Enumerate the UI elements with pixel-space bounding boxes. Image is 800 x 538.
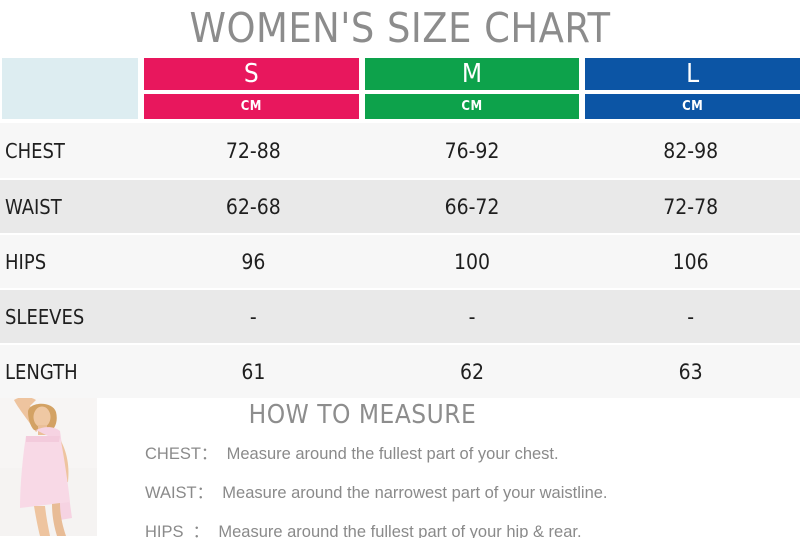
cell-hips-m: 100 [453,249,491,274]
size-column-m: M CM [364,58,580,119]
table-row-sleeves: SLEEVES - - - [0,288,800,343]
table-row-hips: HIPS 96 100 106 [0,233,800,288]
size-label-m: M [364,58,580,90]
how-to-line-chest: CHEST： Measure around the fullest part o… [145,440,605,464]
how-to-measure-block: HOW TO MEASURE CHEST： Measure around the… [145,398,608,538]
how-to-label-chest: CHEST： [145,445,218,463]
cell-length-l: 63 [678,359,703,384]
cell-chest-l: 82-98 [663,138,719,163]
table-row-waist: WAIST 62-68 66-72 72-78 [0,178,800,233]
header-corner-cell [2,58,138,119]
how-to-text-waist: Measure around the narrowest part of you… [213,484,608,502]
model-photo-illustration [0,397,97,536]
size-column-l: L CM [585,58,800,119]
cell-sleeves-m: - [468,304,476,329]
size-column-s: S CM [144,58,359,119]
size-chart-body: CHEST 72-88 76-92 82-98 WAIST 62-68 66-7… [0,123,800,398]
size-label-l: L [585,58,800,90]
table-row-chest: CHEST 72-88 76-92 82-98 [0,123,800,178]
cell-length-m: 62 [459,359,485,384]
row-label: SLEEVES [5,304,85,329]
how-to-text-hips: Measure around the fullest part of your … [209,523,582,538]
cell-sleeves-l: - [687,304,695,329]
size-chart-header: S CM M CM L CM [0,58,800,119]
model-photo [0,397,97,536]
cell-length-s: 61 [241,359,266,384]
unit-label-m: CM [364,94,580,119]
row-label: CHEST [5,138,65,163]
how-to-text-chest: Measure around the fullest part of your … [217,445,559,463]
how-to-label-waist: WAIST： [145,484,214,502]
how-to-line-waist: WAIST： Measure around the narrowest part… [145,479,608,503]
how-to-measure-section: HOW TO MEASURE CHEST： Measure around the… [0,397,800,538]
how-to-measure-title: HOW TO MEASURE [248,400,477,430]
how-to-label-hips: HIPS ： [145,523,210,538]
page-title: WOMEN'S SIZE CHART [189,4,611,52]
cell-waist-s: 62-68 [225,194,281,219]
cell-waist-m: 66-72 [444,194,500,219]
row-label: LENGTH [5,359,78,384]
unit-label-s: CM [144,94,359,119]
cell-chest-s: 72-88 [225,138,281,163]
table-row-length: LENGTH 61 62 63 [0,343,800,398]
cell-hips-l: 106 [672,249,709,274]
row-label: HIPS [5,249,47,274]
size-label-s: S [144,58,359,90]
unit-label-l: CM [585,94,800,119]
row-label: WAIST [5,194,62,219]
how-to-line-hips: HIPS ： Measure around the fullest part o… [145,518,605,538]
cell-chest-m: 76-92 [444,138,500,163]
cell-waist-l: 72-78 [663,194,719,219]
cell-hips-s: 96 [241,249,266,274]
cell-sleeves-s: - [249,304,257,329]
